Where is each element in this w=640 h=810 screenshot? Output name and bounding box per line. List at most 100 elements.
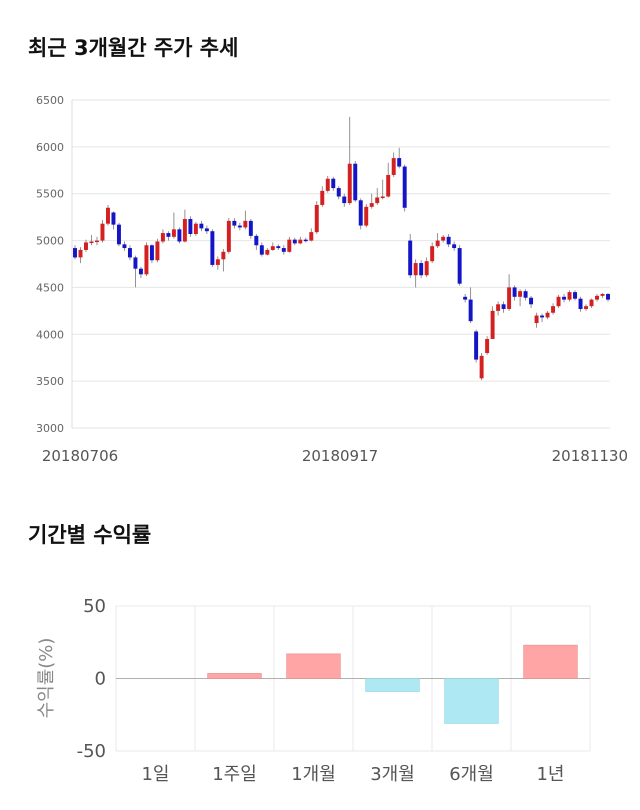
candle-body — [122, 244, 127, 249]
candle — [127, 245, 132, 261]
candle-body — [430, 246, 435, 262]
candle — [84, 239, 88, 252]
candle — [226, 218, 231, 254]
candle — [138, 266, 143, 279]
candle-body — [567, 292, 572, 300]
candle-body — [144, 245, 149, 275]
candle-body — [292, 239, 297, 244]
candle-body — [534, 315, 539, 324]
candle-body — [155, 241, 160, 261]
candle — [402, 164, 407, 212]
candle-body — [160, 233, 165, 242]
candle-body — [402, 166, 407, 208]
candle — [303, 237, 308, 243]
candle-body — [95, 240, 99, 243]
candle — [397, 147, 402, 169]
y-tick-label: 6500 — [36, 94, 64, 107]
candle — [600, 293, 605, 298]
candle — [182, 209, 187, 243]
candle — [276, 244, 281, 250]
period-returns-title: 기간별 수익률 — [28, 523, 152, 547]
candle — [166, 231, 171, 241]
candle-body — [474, 331, 479, 360]
candle — [149, 244, 154, 264]
candle-body — [441, 236, 446, 241]
candle — [468, 287, 473, 324]
period-returns-bar-chart: 50 0 -50 1일 1주일 1개월 3개월 6개월 1년 수익률(%) — [36, 596, 591, 785]
candle — [567, 290, 572, 302]
candle-body — [254, 235, 259, 246]
candle-body — [446, 236, 451, 245]
candle — [89, 234, 94, 246]
candle — [331, 176, 336, 191]
candle — [490, 306, 495, 339]
candle-body — [562, 296, 567, 300]
candle — [177, 227, 182, 244]
x-tick-label: 20181130 — [552, 447, 628, 465]
candle-body — [408, 240, 413, 276]
return-bar — [365, 678, 420, 692]
candle — [336, 186, 341, 200]
candle-body — [325, 178, 330, 191]
candle — [435, 233, 440, 249]
candle — [144, 242, 149, 277]
candle — [595, 293, 599, 302]
candle — [116, 222, 121, 247]
candle — [369, 193, 374, 209]
candle — [204, 225, 209, 235]
candle-body — [84, 242, 88, 250]
candle — [545, 310, 550, 320]
candle-body — [529, 297, 534, 305]
candle-body — [138, 268, 143, 275]
candle-body — [507, 287, 512, 309]
candle-body — [127, 248, 132, 258]
candle-body — [133, 257, 138, 269]
candle-body — [380, 196, 385, 199]
y-axis-label: 수익률(%) — [36, 638, 57, 719]
candle — [584, 304, 588, 311]
return-bar — [444, 678, 499, 724]
y-tick-label: 3500 — [36, 375, 64, 388]
candle — [408, 234, 413, 279]
candle-body — [419, 263, 424, 276]
candle-body — [545, 312, 550, 318]
candle — [133, 255, 138, 288]
candle-body — [320, 190, 325, 205]
y-tick-label: 4000 — [36, 328, 64, 341]
candle-body — [78, 249, 83, 258]
candle-body — [358, 200, 363, 226]
candle — [391, 152, 396, 177]
candle-body — [342, 196, 347, 204]
y-tick-label: -50 — [77, 741, 106, 762]
candle-body — [347, 163, 352, 204]
candle — [215, 256, 220, 270]
return-bar — [523, 644, 578, 679]
candle — [457, 245, 462, 286]
candle — [111, 211, 116, 230]
candle-body — [237, 225, 242, 228]
candle — [375, 188, 380, 205]
candle-body — [485, 338, 490, 354]
candle-body — [276, 246, 281, 249]
candle-body — [452, 244, 457, 249]
candle-body — [523, 291, 528, 298]
candle-body — [375, 197, 380, 204]
return-bar — [207, 673, 262, 679]
candle — [160, 229, 165, 244]
candle-body — [331, 178, 336, 189]
candle-body — [298, 239, 303, 244]
x-tick-label: 6개월 — [449, 764, 494, 785]
x-tick-label: 20180706 — [42, 447, 118, 465]
candle — [540, 313, 545, 323]
candle — [578, 296, 583, 312]
candle — [386, 162, 391, 198]
candle — [122, 241, 127, 251]
candle-body — [111, 212, 116, 225]
candle-body — [518, 291, 523, 297]
candle — [292, 237, 297, 246]
candle — [155, 238, 160, 263]
candle — [188, 216, 193, 237]
candle-body — [105, 207, 110, 224]
candle-body — [595, 295, 599, 300]
candle — [100, 219, 105, 243]
